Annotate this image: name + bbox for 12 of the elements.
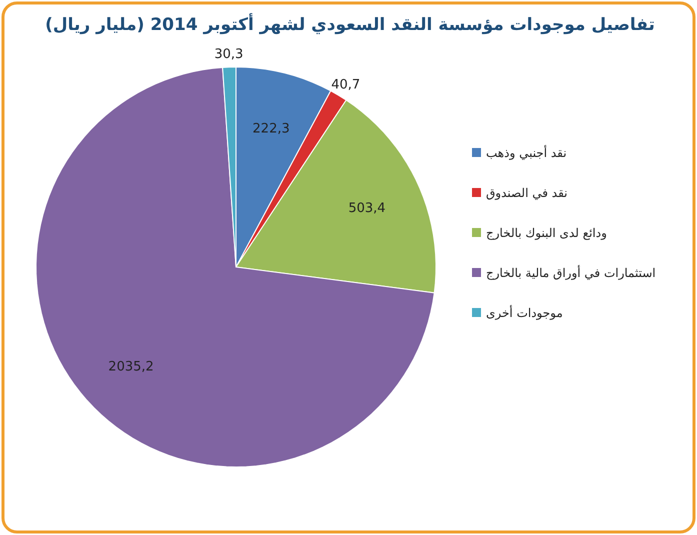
data-label: 2035,2 [108,360,154,375]
data-label: 222,3 [252,121,290,136]
legend-label: نقد أجنبي وذهب [486,145,567,160]
pie-slice [36,66,435,468]
data-label: 30,3 [214,47,244,62]
chart-title: تفاصيل موجودات مؤسسة النقد السعودي لشهر أكتوبر 2014 (مليار ريال) [45,13,655,35]
data-label: 40,7 [331,77,360,92]
data-label: 503,4 [348,201,386,216]
legend-label: استثمارات في أوراق مالية بالخارج [486,265,656,280]
legend-label: ودائع لدى البنوك بالخارج [486,226,607,240]
legend-label: نقد في الصندوق [486,186,568,200]
legend-label: موجودات أخرى [486,305,563,320]
